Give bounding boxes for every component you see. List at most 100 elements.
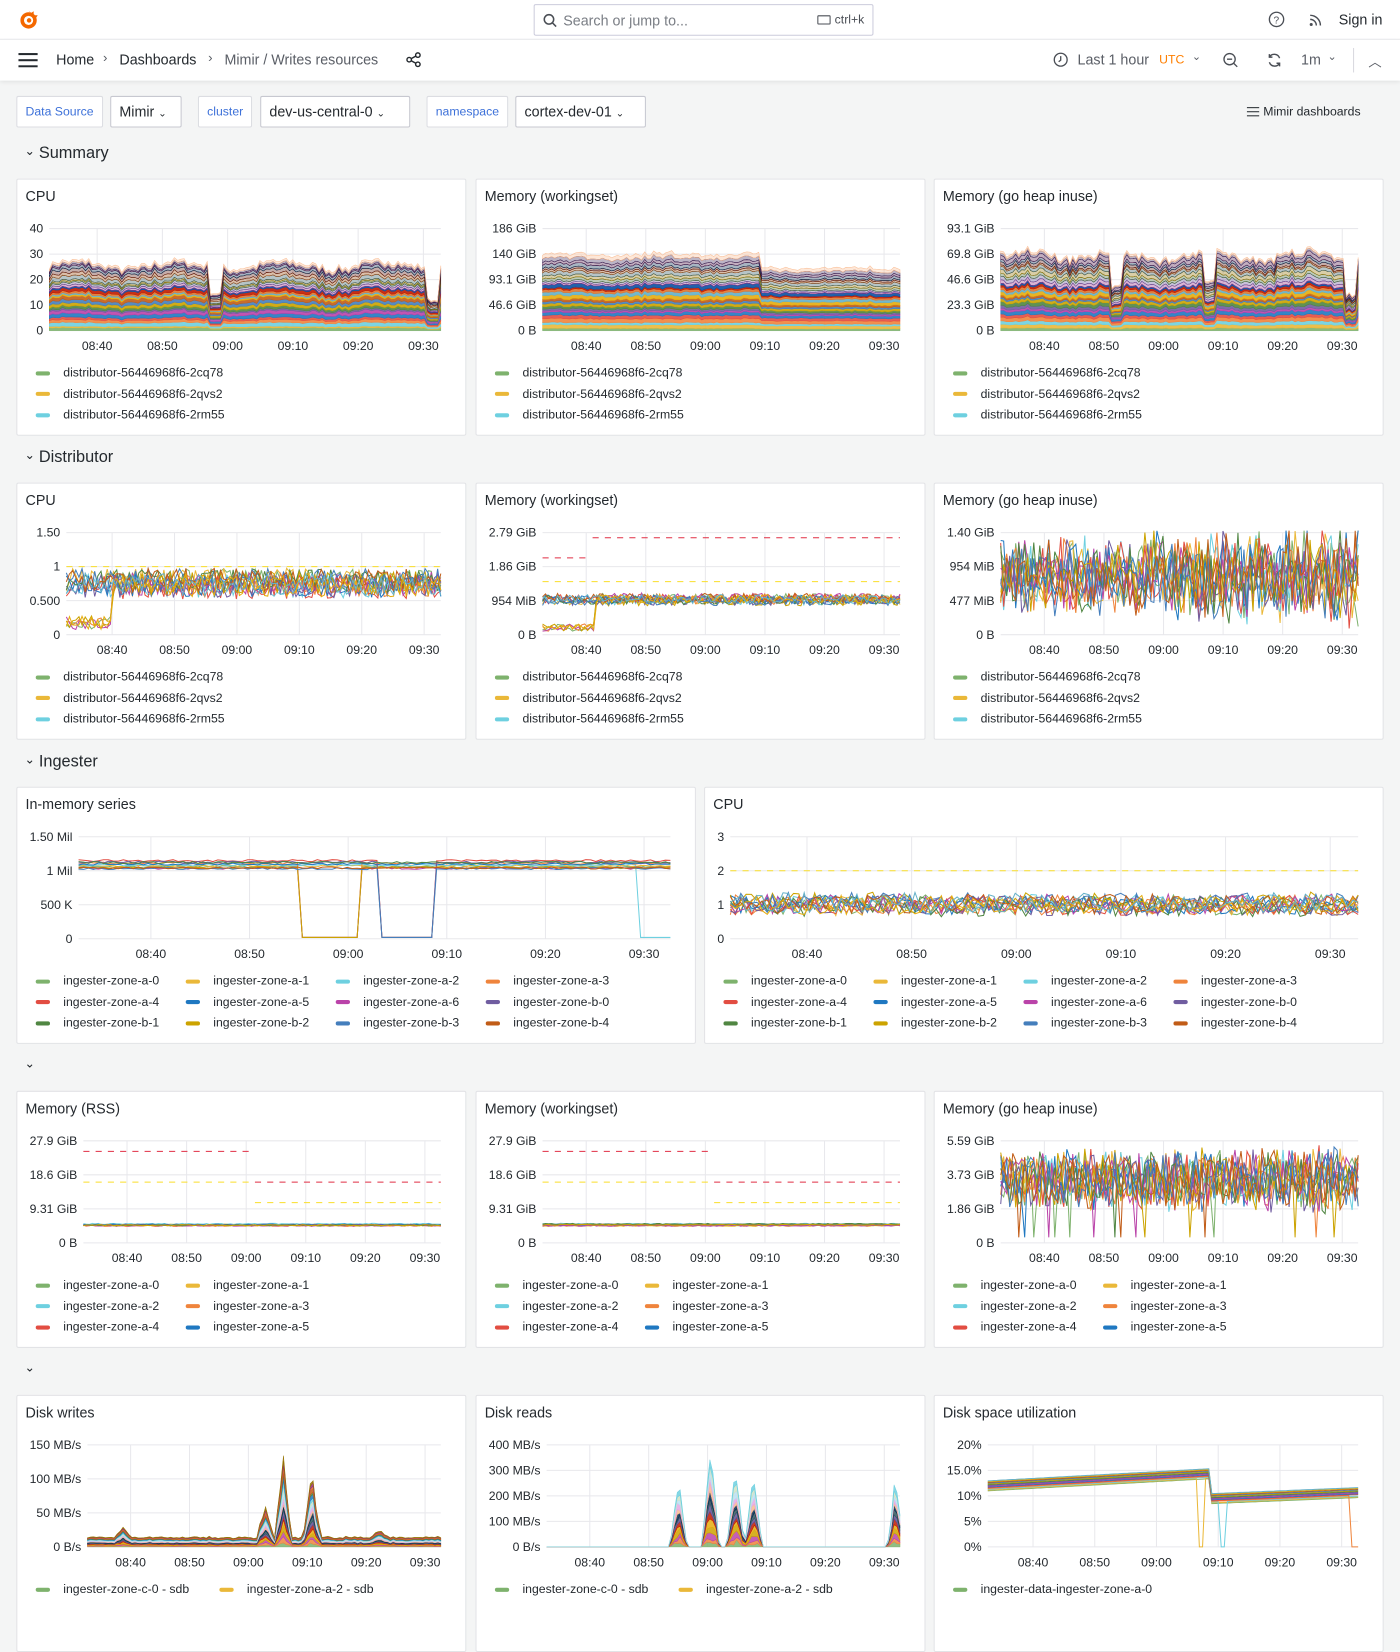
panel-title[interactable]: Memory (RSS) [25,1099,120,1117]
legend-item[interactable]: ingester-zone-a-5 [185,1319,309,1334]
legend-item[interactable]: distributor-56446968f6-2qvs2 [953,690,1140,705]
legend-item[interactable]: ingester-zone-a-6 [1023,994,1147,1009]
legend-item[interactable]: ingester-zone-a-5 [1103,1319,1227,1334]
legend-item[interactable]: ingester-zone-a-3 [1173,973,1297,988]
time-series-chart[interactable]: 0 B 1.86 GiB 3.73 GiB 5.59 GiB 08:40 08:50 09:… [935,1122,1384,1275]
legend-item[interactable]: ingester-zone-c-0 - sdb [494,1582,648,1596]
panel-title[interactable]: Disk reads [484,1404,553,1421]
legend-item[interactable]: ingester-zone-a-4 [723,994,847,1009]
legend-item[interactable]: ingester-zone-b-1 [35,1015,159,1030]
time-series-chart[interactable]: 0 B/s 50 MB/s 100 MB/s 150 MB/s 08:40 08:50 09… [17,1427,466,1580]
legend-item[interactable]: distributor-56446968f6-2qvs2 [494,690,682,705]
legend-item[interactable]: distributor-56446968f6-2rm55 [953,407,1142,421]
legend-item[interactable]: ingester-zone-c-0 - sdb [35,1582,189,1596]
grafana-logo-icon[interactable] [17,8,39,30]
legend-item[interactable]: ingester-zone-a-3 [485,973,609,988]
legend-item[interactable]: ingester-zone-b-3 [1023,1015,1147,1030]
legend-item[interactable]: ingester-zone-b-4 [1173,1015,1297,1030]
time-series-chart[interactable]: 0 10 20 30 40 08:40 08:50 09:00 09:10 09:20 09:30 [17,210,466,363]
panel-cpu[interactable]: CPU 0 1 2 3 08:40 08:50 09:00 09:10 09:20 09:30 ing… [704,786,1384,1044]
legend-item[interactable]: ingester-zone-a-3 [644,1298,768,1313]
legend-item[interactable]: ingester-zone-a-5 [185,994,309,1009]
row-header[interactable]: ⌄ [24,1056,38,1075]
row-header[interactable]: ⌄ Ingester [24,752,97,771]
legend-item[interactable]: ingester-zone-a-1 [185,973,309,988]
legend-item[interactable]: ingester-zone-a-0 [953,1278,1077,1292]
legend-item[interactable]: ingester-zone-a-0 [35,1278,159,1292]
legend-item[interactable]: distributor-56446968f6-2qvs2 [35,386,223,401]
panel-title[interactable]: Memory (workingset) [484,1099,619,1117]
legend-item[interactable]: ingester-zone-a-2 - sdb [219,1582,374,1596]
legend-item[interactable]: ingester-zone-a-2 [953,1298,1077,1313]
rss-icon[interactable] [1309,12,1323,27]
legend-item[interactable]: ingester-zone-a-2 - sdb [678,1582,833,1596]
legend-item[interactable]: distributor-56446968f6-2qvs2 [35,690,223,705]
chevron-down-icon[interactable]: ⌄ [1327,51,1337,64]
legend-item[interactable]: ingester-data-ingester-zone-a-0 [953,1582,1152,1596]
legend-item[interactable]: ingester-zone-a-3 [185,1298,309,1313]
legend-item[interactable]: distributor-56446968f6-2rm55 [953,711,1142,726]
panel-title[interactable]: Memory (go heap inuse) [942,187,1098,205]
legend-item[interactable]: ingester-zone-a-3 [1103,1298,1227,1313]
panel-memory-go-heap-inuse[interactable]: Memory (go heap inuse) 0 B 23.3 GiB 46.6 Gi… [933,178,1384,436]
legend-item[interactable]: ingester-zone-a-2 [1023,973,1147,988]
panel-title[interactable]: In-memory series [25,795,136,813]
legend-item[interactable]: ingester-zone-a-4 [35,994,159,1009]
panel-memory-go-heap-inuse[interactable]: Memory (go heap inuse) 0 B 477 MiB 954 MiB 1… [933,482,1384,740]
variable-select-namespace[interactable]: cortex-dev-01 ⌄ [515,95,646,128]
mimir-dashboards-link[interactable]: Mimir dashboards [1246,104,1361,118]
panel-memory-workingset[interactable]: Memory (workingset) 0 B 954 MiB 1.86 GiB 2.7… [475,482,926,740]
row-header[interactable]: ⌄ Distributor [24,448,113,467]
legend-item[interactable]: distributor-56446968f6-2cq78 [35,365,223,380]
zoom-out-icon[interactable] [1222,52,1238,68]
panel-title[interactable]: CPU [713,795,744,813]
time-series-chart[interactable]: 0 B 954 MiB 1.86 GiB 2.79 GiB 08:40 08:50 09:0… [477,514,926,667]
panel-disk-space-utilization[interactable]: Disk space utilization 0% 5% 10% 15.0% 20% 08:… [933,1394,1384,1652]
panel-memory-workingset[interactable]: Memory (workingset) 0 B 46.6 GiB 93.1 GiB 14… [475,178,926,436]
panel-title[interactable]: Memory (go heap inuse) [942,491,1098,509]
panel-memory-go-heap-inuse[interactable]: Memory (go heap inuse) 0 B 1.86 GiB 3.73 Gi… [933,1090,1384,1348]
panel-title[interactable]: Disk writes [25,1404,95,1421]
legend-item[interactable]: ingester-zone-a-1 [185,1278,309,1292]
refresh-icon[interactable] [1266,52,1282,68]
breadcrumb-home[interactable]: Home [56,51,95,68]
legend-item[interactable]: ingester-zone-b-4 [485,1015,609,1030]
legend-item[interactable]: distributor-56446968f6-2rm55 [494,711,684,726]
panel-title[interactable]: CPU [25,491,56,509]
panel-title[interactable]: Disk space utilization [942,1404,1077,1421]
row-header[interactable]: ⌄ Summary [24,144,108,163]
panel-disk-reads[interactable]: Disk reads 0 B/s 100 MB/s 200 MB/s 300 MB/s 4… [475,1394,926,1652]
legend-item[interactable]: ingester-zone-a-4 [35,1319,159,1334]
legend-item[interactable]: distributor-56446968f6-2rm55 [35,407,225,421]
refresh-interval-picker[interactable]: 1m [1301,51,1321,68]
panel-memory-workingset[interactable]: Memory (workingset) 0 B 9.31 GiB 18.6 GiB 27… [475,1090,926,1348]
variable-select-datasource[interactable]: Mimir ⌄ [110,95,182,128]
panel-title[interactable]: Memory (go heap inuse) [942,1099,1098,1117]
time-series-chart[interactable]: 0 B 477 MiB 954 MiB 1.40 GiB 08:40 08:50 09:00… [935,514,1384,667]
variable-select-cluster[interactable]: dev-us-central-0 ⌄ [260,95,411,128]
row-header[interactable]: ⌄ [24,1360,38,1379]
panel-disk-writes[interactable]: Disk writes 0 B/s 50 MB/s 100 MB/s 150 MB/s 0… [16,1394,467,1652]
legend-item[interactable]: ingester-zone-b-0 [1173,994,1297,1009]
legend-item[interactable]: distributor-56446968f6-2cq78 [953,669,1141,684]
time-series-chart[interactable]: 0 B 23.3 GiB 46.6 GiB 69.8 GiB 93.1 GiB 08:40… [935,210,1384,363]
time-series-chart[interactable]: 0% 5% 10% 15.0% 20% 08:40 08:50 09:00 09:10 09:20… [935,1427,1384,1580]
legend-item[interactable]: ingester-zone-b-1 [723,1015,847,1030]
time-series-chart[interactable]: 0 B 9.31 GiB 18.6 GiB 27.9 GiB 08:40 08:50 09:… [477,1122,926,1275]
legend-item[interactable]: distributor-56446968f6-2cq78 [494,669,682,684]
legend-item[interactable]: ingester-zone-a-2 [35,1298,159,1313]
legend-item[interactable]: ingester-zone-b-3 [335,1015,459,1030]
legend-item[interactable]: ingester-zone-a-1 [644,1278,768,1292]
sign-in-link[interactable]: Sign in [1338,11,1383,28]
panel-cpu[interactable]: CPU 0 10 20 30 40 08:40 08:50 09:00 09:10 09:20 09:… [16,178,467,436]
panel-memory-rss[interactable]: Memory (RSS) 0 B 9.31 GiB 18.6 GiB 27.9 GiB 0… [16,1090,467,1348]
legend-item[interactable]: distributor-56446968f6-2cq78 [35,669,223,684]
legend-item[interactable]: distributor-56446968f6-2qvs2 [953,386,1140,401]
panel-title[interactable]: Memory (workingset) [484,491,619,509]
legend-item[interactable]: ingester-zone-a-2 [494,1298,618,1313]
legend-item[interactable]: ingester-zone-a-0 [723,973,847,988]
panel-in-memory-series[interactable]: In-memory series 0 500 K 1 Mil 1.50 Mil 08:40… [16,786,696,1044]
panel-title[interactable]: Memory (workingset) [484,187,619,205]
legend-item[interactable]: ingester-zone-a-5 [644,1319,768,1334]
panel-title[interactable]: CPU [25,187,56,205]
